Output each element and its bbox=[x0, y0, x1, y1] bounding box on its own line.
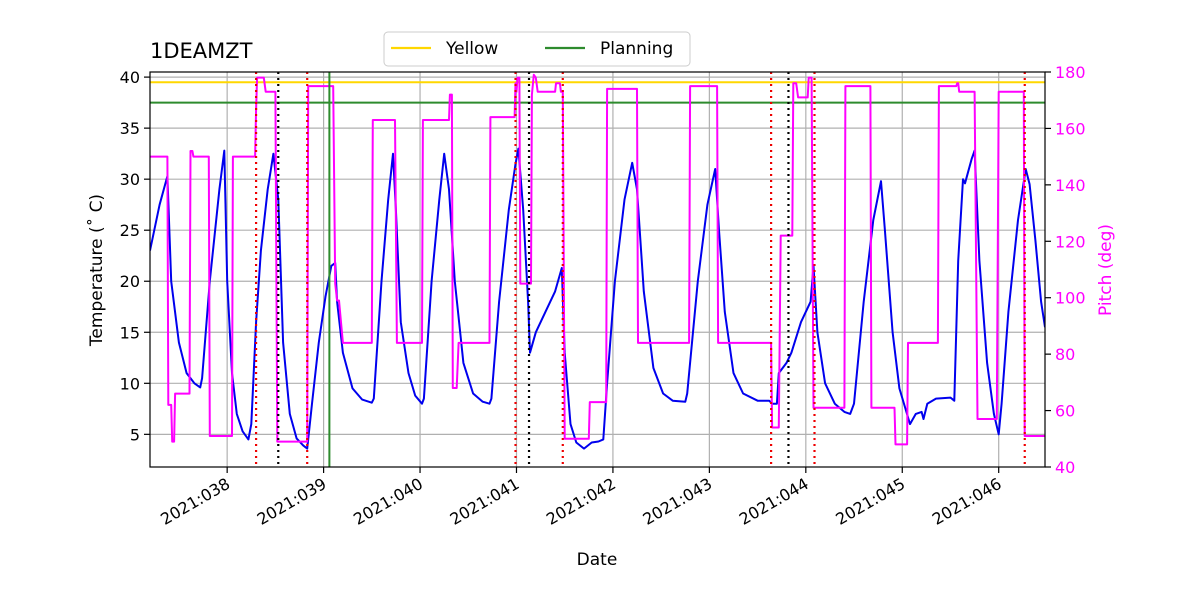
y-left-tick-label: 20 bbox=[120, 272, 140, 291]
y-left-tick-label: 40 bbox=[120, 68, 140, 87]
y-right-tick-label: 40 bbox=[1055, 458, 1075, 477]
y-right-tick-label: 120 bbox=[1055, 232, 1086, 251]
x-axis-label: Date bbox=[577, 550, 618, 570]
data-series bbox=[150, 73, 1045, 450]
y-left-tick-label: 10 bbox=[120, 374, 140, 393]
chart-title: 1DEAMZT bbox=[150, 39, 253, 63]
legend-label-planning: Planning bbox=[600, 39, 673, 59]
y-right-tick-label: 100 bbox=[1055, 289, 1086, 308]
y-axis-right-label: Pitch (deg) bbox=[1096, 224, 1116, 316]
series-line-temperature bbox=[150, 147, 1045, 450]
y-axis-left-label: Temperature (˚ C) bbox=[86, 194, 107, 347]
y-left-tick-label: 15 bbox=[120, 323, 140, 342]
legend: Yellow Planning bbox=[383, 31, 691, 67]
y-left-tick-label: 5 bbox=[130, 425, 140, 444]
y-right-tick-label: 160 bbox=[1055, 119, 1086, 138]
event-lines bbox=[254, 72, 1026, 467]
y-left-tick-label: 35 bbox=[120, 119, 140, 138]
legend-box bbox=[383, 31, 691, 67]
y-right-tick-label: 180 bbox=[1055, 63, 1086, 82]
limit-lines bbox=[150, 81, 1045, 104]
y-left-tick-label: 30 bbox=[120, 170, 140, 189]
y-right-tick-label: 60 bbox=[1055, 402, 1075, 421]
series-line-pitch bbox=[150, 73, 1045, 446]
plot-frame bbox=[149, 71, 1046, 468]
y-right-tick-label: 80 bbox=[1055, 345, 1075, 364]
legend-label-yellow: Yellow bbox=[445, 39, 498, 59]
y-left-tick-label: 25 bbox=[120, 221, 140, 240]
y-right-tick-label: 140 bbox=[1055, 176, 1086, 195]
